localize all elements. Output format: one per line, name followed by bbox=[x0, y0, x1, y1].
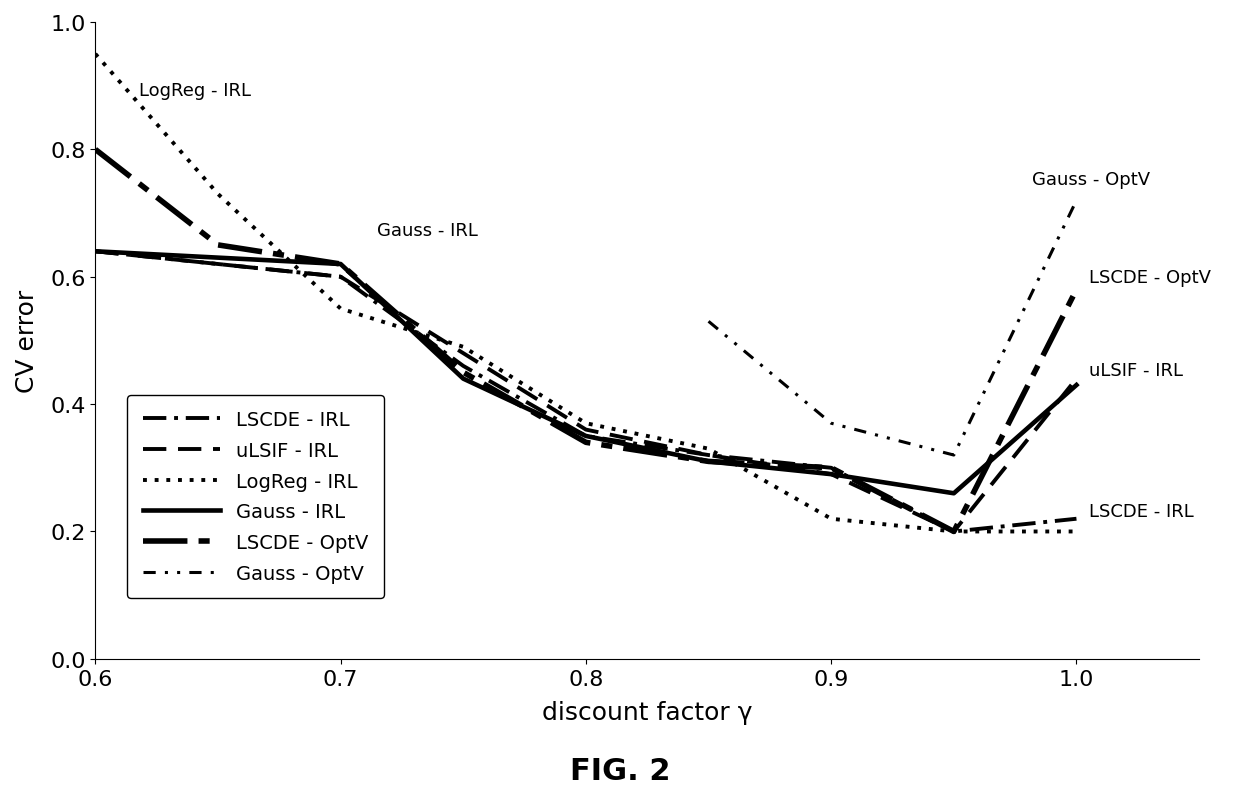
uLSIF - IRL bbox=[211, 260, 226, 270]
LogReg - IRL bbox=[1069, 527, 1084, 536]
LSCDE - IRL bbox=[334, 272, 348, 282]
Y-axis label: CV error: CV error bbox=[15, 289, 38, 393]
X-axis label: discount factor γ: discount factor γ bbox=[542, 699, 753, 724]
LSCDE - IRL bbox=[701, 450, 715, 460]
Line: uLSIF - IRL: uLSIF - IRL bbox=[95, 252, 1076, 532]
uLSIF - IRL bbox=[334, 272, 348, 282]
LSCDE - OptV bbox=[1069, 285, 1084, 295]
LogReg - IRL bbox=[88, 50, 103, 59]
Gauss - OptV bbox=[823, 419, 838, 429]
Gauss - IRL bbox=[1069, 381, 1084, 390]
Gauss - IRL bbox=[88, 247, 103, 257]
LSCDE - OptV bbox=[823, 463, 838, 473]
uLSIF - IRL bbox=[823, 470, 838, 479]
Gauss - IRL bbox=[456, 374, 471, 384]
Gauss - OptV bbox=[946, 450, 961, 460]
uLSIF - IRL bbox=[578, 426, 593, 435]
LSCDE - OptV bbox=[578, 438, 593, 447]
Line: LogReg - IRL: LogReg - IRL bbox=[95, 55, 1076, 532]
LSCDE - IRL bbox=[946, 527, 961, 536]
Text: LSCDE - IRL: LSCDE - IRL bbox=[1089, 502, 1193, 520]
Gauss - OptV bbox=[701, 317, 715, 327]
LSCDE - OptV bbox=[211, 241, 226, 251]
LSCDE - IRL bbox=[456, 361, 471, 371]
Line: Gauss - OptV: Gauss - OptV bbox=[708, 201, 1076, 455]
LSCDE - IRL bbox=[1069, 514, 1084, 524]
Line: LSCDE - OptV: LSCDE - OptV bbox=[95, 150, 1076, 532]
LSCDE - IRL bbox=[823, 463, 838, 473]
LSCDE - OptV bbox=[88, 145, 103, 155]
Gauss - IRL bbox=[334, 260, 348, 270]
Text: FIG. 2: FIG. 2 bbox=[569, 756, 671, 785]
Gauss - IRL bbox=[211, 254, 226, 263]
Text: uLSIF - IRL: uLSIF - IRL bbox=[1089, 362, 1183, 380]
LogReg - IRL bbox=[334, 304, 348, 314]
LogReg - IRL bbox=[578, 419, 593, 429]
LogReg - IRL bbox=[823, 514, 838, 524]
uLSIF - IRL bbox=[456, 349, 471, 358]
LSCDE - OptV bbox=[946, 527, 961, 536]
Gauss - OptV bbox=[1069, 196, 1084, 206]
Text: LSCDE - OptV: LSCDE - OptV bbox=[1089, 268, 1210, 287]
LSCDE - IRL bbox=[88, 247, 103, 257]
Text: Gauss - OptV: Gauss - OptV bbox=[1033, 171, 1151, 190]
uLSIF - IRL bbox=[946, 527, 961, 536]
Gauss - IRL bbox=[578, 431, 593, 441]
uLSIF - IRL bbox=[1069, 374, 1084, 384]
LSCDE - IRL bbox=[578, 431, 593, 441]
Line: Gauss - IRL: Gauss - IRL bbox=[95, 252, 1076, 494]
LSCDE - IRL bbox=[211, 260, 226, 270]
uLSIF - IRL bbox=[701, 450, 715, 460]
Line: LSCDE - IRL: LSCDE - IRL bbox=[95, 252, 1076, 532]
Text: Gauss - IRL: Gauss - IRL bbox=[377, 222, 479, 240]
LogReg - IRL bbox=[211, 190, 226, 199]
LSCDE - OptV bbox=[701, 457, 715, 467]
LogReg - IRL bbox=[701, 444, 715, 454]
Text: LogReg - IRL: LogReg - IRL bbox=[139, 82, 252, 100]
Gauss - IRL bbox=[946, 489, 961, 499]
LSCDE - OptV bbox=[334, 260, 348, 270]
LSCDE - OptV bbox=[456, 368, 471, 377]
LogReg - IRL bbox=[946, 527, 961, 536]
Gauss - IRL bbox=[701, 457, 715, 467]
Gauss - IRL bbox=[823, 470, 838, 479]
Legend: LSCDE - IRL, uLSIF - IRL, LogReg - IRL, Gauss - IRL, LSCDE - OptV, Gauss - OptV: LSCDE - IRL, uLSIF - IRL, LogReg - IRL, … bbox=[128, 395, 384, 598]
uLSIF - IRL bbox=[88, 247, 103, 257]
LogReg - IRL bbox=[456, 343, 471, 353]
